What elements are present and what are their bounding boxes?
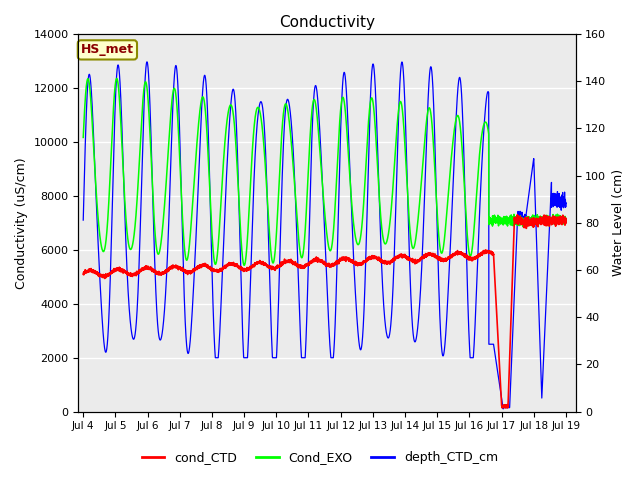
cond_CTD xyxy=(476,252,484,258)
Cond_EXO xyxy=(562,217,570,223)
depth_CTD_cm xyxy=(440,352,447,358)
Line: cond_CTD: cond_CTD xyxy=(83,215,566,408)
cond_CTD xyxy=(79,271,87,277)
depth_CTD_cm xyxy=(394,154,401,160)
Cond_EXO xyxy=(369,99,377,105)
cond_CTD xyxy=(562,218,570,224)
Cond_EXO xyxy=(440,243,447,249)
depth_CTD_cm xyxy=(143,59,151,65)
Y-axis label: Water Level (cm): Water Level (cm) xyxy=(612,169,625,276)
depth_CTD_cm xyxy=(369,61,377,67)
Cond_EXO xyxy=(167,108,175,114)
Line: depth_CTD_cm: depth_CTD_cm xyxy=(83,62,566,409)
cond_CTD xyxy=(264,262,271,268)
cond_CTD xyxy=(167,264,175,270)
depth_CTD_cm xyxy=(167,154,175,159)
cond_CTD xyxy=(513,212,521,218)
Text: HS_met: HS_met xyxy=(81,43,134,56)
Cond_EXO xyxy=(79,134,87,140)
Line: Cond_EXO: Cond_EXO xyxy=(83,78,566,265)
Cond_EXO xyxy=(264,205,272,211)
Cond_EXO xyxy=(241,263,248,268)
Title: Conductivity: Conductivity xyxy=(279,15,375,30)
Bar xyxy=(79,34,575,412)
depth_CTD_cm xyxy=(79,217,87,223)
Cond_EXO xyxy=(394,120,401,126)
depth_CTD_cm xyxy=(562,201,570,206)
depth_CTD_cm xyxy=(476,195,484,201)
depth_CTD_cm xyxy=(264,211,271,217)
Cond_EXO xyxy=(476,144,484,150)
cond_CTD xyxy=(369,253,376,259)
cond_CTD xyxy=(440,259,447,264)
Y-axis label: Conductivity (uS/cm): Conductivity (uS/cm) xyxy=(15,157,28,288)
depth_CTD_cm xyxy=(499,406,507,412)
cond_CTD xyxy=(394,255,401,261)
Legend: cond_CTD, Cond_EXO, depth_CTD_cm: cond_CTD, Cond_EXO, depth_CTD_cm xyxy=(137,446,503,469)
Cond_EXO xyxy=(113,75,120,81)
cond_CTD xyxy=(504,405,511,411)
